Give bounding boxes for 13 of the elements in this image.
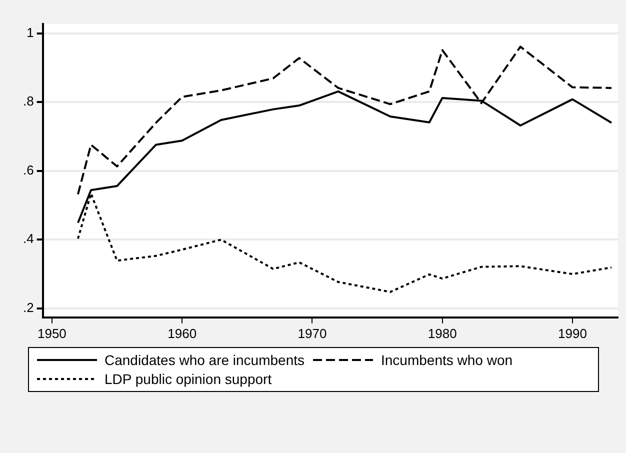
y-tick-label: .2 <box>23 300 34 316</box>
x-tick-label: 1950 <box>37 326 66 341</box>
y-tick-label: .6 <box>23 162 34 178</box>
x-tick-label: 1980 <box>428 326 457 341</box>
y-tick-label: 1 <box>26 24 34 40</box>
y-tick-label: .8 <box>23 94 34 109</box>
y-tick-label: .4 <box>23 231 34 246</box>
legend-label: LDP public opinion support <box>104 371 272 387</box>
legend-label: Incumbents who won <box>381 352 513 368</box>
legend-label: Candidates who are incumbents <box>104 352 305 368</box>
x-tick-label: 1960 <box>168 326 197 341</box>
x-tick-label: 1970 <box>298 326 327 341</box>
x-tick-label: 1990 <box>558 326 587 341</box>
